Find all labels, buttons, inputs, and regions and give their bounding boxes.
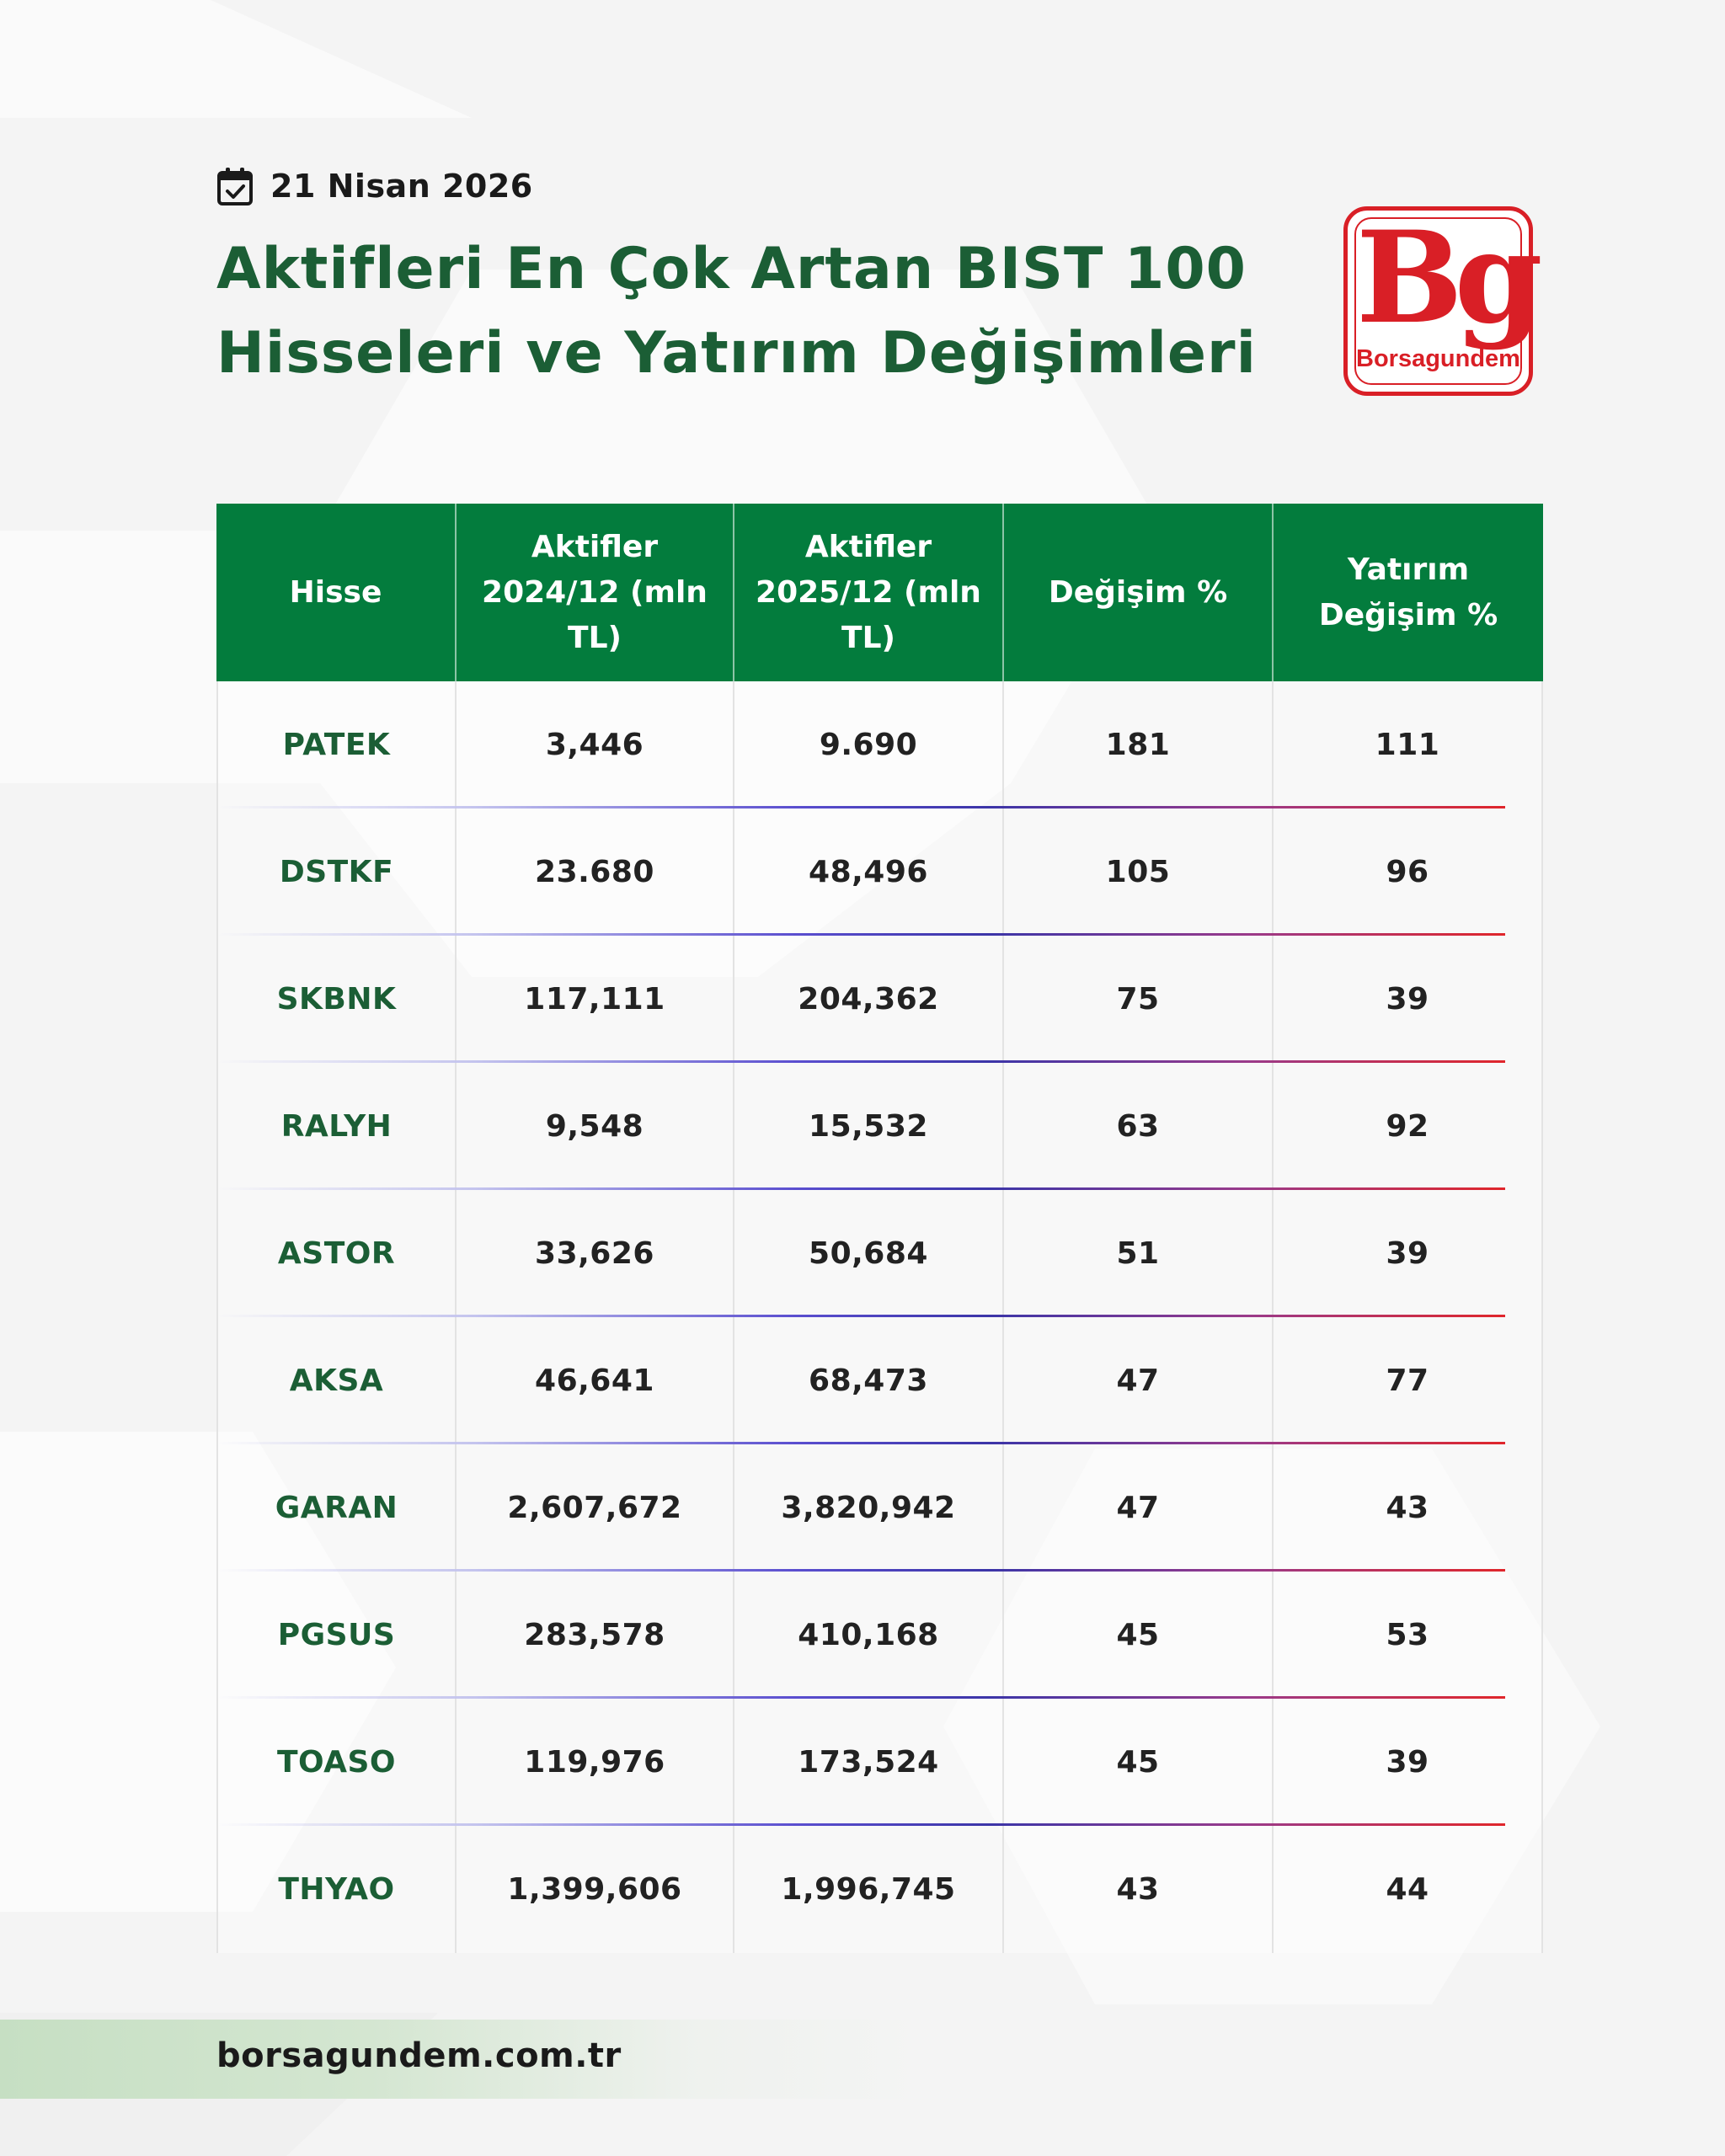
data-table: Hisse Aktifler 2024/12 (mln TL) Aktifler… xyxy=(216,504,1543,1953)
column-header-yatirim-degisim: Yatırım Değişim % xyxy=(1318,552,1498,632)
table-row: RALYH 9,548 15,532 63 92 xyxy=(216,1063,1543,1190)
cell-aktifler-2024: 283,578 xyxy=(457,1572,734,1699)
cell-yatirim-degisim: 53 xyxy=(1274,1572,1543,1699)
cell-hisse: PGSUS xyxy=(216,1572,457,1699)
cell-aktifler-2025: 3,820,942 xyxy=(734,1444,1004,1572)
cell-degisim: 47 xyxy=(1004,1444,1274,1572)
cell-degisim: 75 xyxy=(1004,936,1274,1063)
table-row: GARAN 2,607,672 3,820,942 47 43 xyxy=(216,1444,1543,1572)
cell-degisim: 47 xyxy=(1004,1317,1274,1444)
footer-band xyxy=(0,2020,927,2099)
table-row: AKSA 46,641 68,473 47 77 xyxy=(216,1317,1543,1444)
table-row: DSTKF 23.680 48,496 105 96 xyxy=(216,808,1543,936)
cell-yatirim-degisim: 111 xyxy=(1274,681,1543,808)
cell-hisse: AKSA xyxy=(216,1317,457,1444)
table-row: PATEK 3,446 9.690 181 111 xyxy=(216,681,1543,808)
cell-yatirim-degisim: 39 xyxy=(1274,1699,1543,1826)
cell-aktifler-2024: 3,446 xyxy=(457,681,734,808)
cell-aktifler-2024: 2,607,672 xyxy=(457,1444,734,1572)
cell-hisse: TOASO xyxy=(216,1699,457,1826)
cell-yatirim-degisim: 39 xyxy=(1274,936,1543,1063)
cell-aktifler-2025: 204,362 xyxy=(734,936,1004,1063)
cell-yatirim-degisim: 44 xyxy=(1274,1826,1543,1953)
cell-yatirim-degisim: 77 xyxy=(1274,1317,1543,1444)
table-row: ASTOR 33,626 50,684 51 39 xyxy=(216,1190,1543,1317)
column-header-hisse: Hisse xyxy=(216,504,457,681)
column-header-aktifler-2025: Aktifler 2025/12 (mln TL) xyxy=(734,504,1004,681)
cell-aktifler-2024: 117,111 xyxy=(457,936,734,1063)
cell-aktifler-2024: 46,641 xyxy=(457,1317,734,1444)
page-title-line-1: Aktifleri En Çok Artan BIST 100 xyxy=(216,236,1247,302)
column-header-degisim: Değişim % xyxy=(1004,504,1274,681)
cell-aktifler-2024: 119,976 xyxy=(457,1699,734,1826)
logo-name: Borsagundem xyxy=(1356,345,1520,372)
logo-inner-border xyxy=(1354,217,1522,385)
date-row: 21 Nisan 2026 xyxy=(216,165,533,207)
logo-mark: Bg xyxy=(1356,204,1543,352)
cell-yatirim-degisim: 92 xyxy=(1274,1063,1543,1190)
column-header-aktifler-2024: Aktifler 2024/12 (mln TL) xyxy=(457,504,734,681)
cell-hisse: THYAO xyxy=(216,1826,457,1953)
cell-degisim: 43 xyxy=(1004,1826,1274,1953)
cell-aktifler-2024: 1,399,606 xyxy=(457,1826,734,1953)
cell-aktifler-2025: 9.690 xyxy=(734,681,1004,808)
cell-hisse: GARAN xyxy=(216,1444,457,1572)
table-row: PGSUS 283,578 410,168 45 53 xyxy=(216,1572,1543,1699)
cell-aktifler-2024: 23.680 xyxy=(457,808,734,936)
cell-degisim: 45 xyxy=(1004,1699,1274,1826)
cell-aktifler-2025: 15,532 xyxy=(734,1063,1004,1190)
cell-aktifler-2025: 173,524 xyxy=(734,1699,1004,1826)
cell-hisse: PATEK xyxy=(216,681,457,808)
cell-degisim: 181 xyxy=(1004,681,1274,808)
cell-degisim: 45 xyxy=(1004,1572,1274,1699)
table-header: Hisse Aktifler 2024/12 (mln TL) Aktifler… xyxy=(216,504,1543,681)
cell-aktifler-2025: 68,473 xyxy=(734,1317,1004,1444)
table-body: PATEK 3,446 9.690 181 111 DSTKF 23.680 4… xyxy=(216,681,1543,1953)
cell-yatirim-degisim: 96 xyxy=(1274,808,1543,936)
cell-hisse: RALYH xyxy=(216,1063,457,1190)
calendar-icon xyxy=(217,168,253,205)
cell-hisse: DSTKF xyxy=(216,808,457,936)
footer-website-link[interactable]: borsagundem.com.tr xyxy=(216,2036,622,2075)
cell-aktifler-2025: 1,996,745 xyxy=(734,1826,1004,1953)
cell-aktifler-2025: 48,496 xyxy=(734,808,1004,936)
cell-aktifler-2024: 33,626 xyxy=(457,1190,734,1317)
cell-aktifler-2025: 50,684 xyxy=(734,1190,1004,1317)
table-row: TOASO 119,976 173,524 45 39 xyxy=(216,1699,1543,1826)
cell-aktifler-2025: 410,168 xyxy=(734,1572,1004,1699)
page-title: Aktifleri En Çok Artan BIST 100 Hisseler… xyxy=(216,227,1257,396)
cell-yatirim-degisim: 43 xyxy=(1274,1444,1543,1572)
cell-hisse: ASTOR xyxy=(216,1190,457,1317)
page-title-line-2: Hisseleri ve Yatırım Değişimleri xyxy=(216,320,1257,387)
date-text: 21 Nisan 2026 xyxy=(270,168,533,205)
cell-degisim: 63 xyxy=(1004,1063,1274,1190)
cell-yatirim-degisim: 39 xyxy=(1274,1190,1543,1317)
cell-degisim: 105 xyxy=(1004,808,1274,936)
brand-logo: Bg Borsagundem xyxy=(1343,204,1543,396)
cell-aktifler-2024: 9,548 xyxy=(457,1063,734,1190)
table-row: SKBNK 117,111 204,362 75 39 xyxy=(216,936,1543,1063)
cell-hisse: SKBNK xyxy=(216,936,457,1063)
cell-degisim: 51 xyxy=(1004,1190,1274,1317)
table-row: THYAO 1,399,606 1,996,745 43 44 xyxy=(216,1826,1543,1953)
